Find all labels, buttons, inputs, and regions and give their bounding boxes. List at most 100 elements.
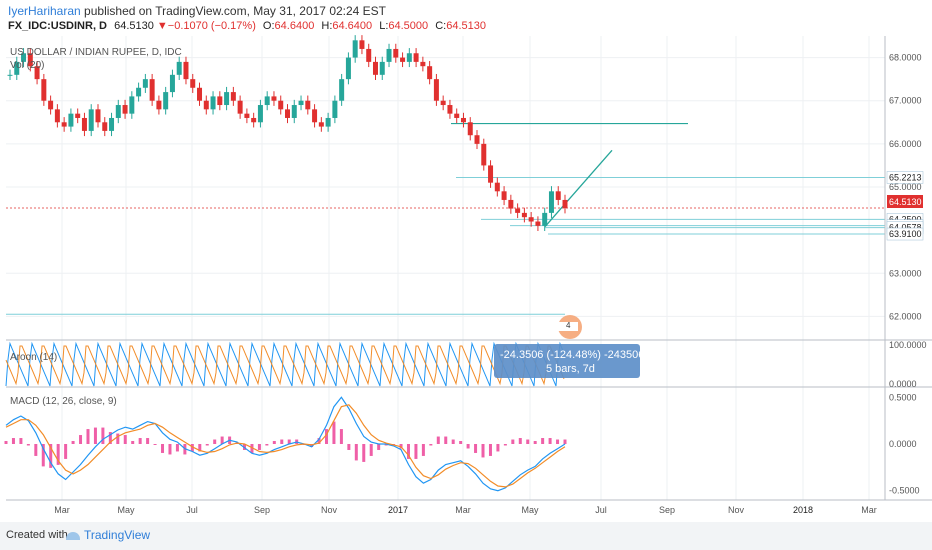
x-tick-label: 2018 bbox=[793, 505, 813, 515]
last-value: 64.5130 bbox=[114, 20, 154, 32]
candle-body bbox=[244, 113, 250, 118]
candle-body bbox=[61, 122, 67, 127]
candle-body bbox=[488, 165, 494, 183]
candle-body bbox=[7, 74, 13, 76]
candle-body bbox=[149, 79, 155, 101]
candle-body bbox=[420, 61, 426, 67]
candle-body bbox=[88, 109, 94, 131]
macd-tick-label: -0.5000 bbox=[889, 486, 920, 496]
candles bbox=[7, 35, 568, 232]
macd-histogram-bar bbox=[146, 438, 150, 444]
candle-body bbox=[345, 57, 351, 80]
brand-label: TradingView bbox=[84, 528, 151, 542]
macd-histogram-bar bbox=[317, 438, 321, 444]
candle-body bbox=[183, 61, 189, 80]
macd-histogram-bar bbox=[451, 439, 455, 444]
macd-histogram-bar bbox=[511, 439, 515, 444]
macd-histogram-bar bbox=[563, 439, 567, 444]
tooltip-line-1: -24.3506 (-124.48%) -243506 bbox=[500, 349, 644, 361]
aroon-down-line bbox=[5, 341, 565, 387]
change-value: ▼−0.1070 (−0.17%) bbox=[156, 20, 256, 32]
macd-histogram-bar bbox=[220, 436, 224, 444]
candle-body bbox=[494, 182, 500, 192]
macd-histogram-bar bbox=[71, 441, 75, 444]
candle-body bbox=[41, 79, 47, 101]
chart-title: US DOLLAR / INDIAN RUPEE, D, IDC bbox=[10, 47, 182, 58]
macd-histogram-bar bbox=[123, 435, 127, 444]
x-tick-label: May bbox=[521, 505, 539, 515]
low-label: L: bbox=[379, 20, 389, 32]
candle-body bbox=[129, 96, 135, 114]
candle-body bbox=[555, 191, 561, 200]
candle-body bbox=[542, 212, 548, 226]
candle-body bbox=[48, 100, 54, 110]
candle-body bbox=[115, 105, 121, 118]
tradingview-link[interactable]: TradingView bbox=[66, 528, 150, 542]
symbol-name[interactable]: FX_IDC:USDINR, D bbox=[8, 20, 108, 32]
annotation-flag[interactable]: 4 bbox=[558, 315, 582, 339]
candle-body bbox=[75, 113, 81, 118]
candle-body bbox=[54, 109, 60, 123]
y-tick-label: 67.0000 bbox=[889, 96, 922, 106]
candle-body bbox=[156, 100, 162, 110]
candle-body bbox=[400, 57, 406, 62]
level-badge bbox=[886, 227, 924, 241]
macd-histogram-bar bbox=[436, 436, 440, 444]
macd-histogram-bar bbox=[406, 444, 410, 459]
macd-histogram-bar bbox=[64, 444, 68, 459]
x-tick-label: Nov bbox=[728, 505, 745, 515]
candle-body bbox=[95, 109, 101, 123]
candle-body bbox=[176, 61, 182, 75]
macd-histogram-bar bbox=[414, 444, 418, 459]
macd-histogram-bar bbox=[518, 438, 522, 444]
candle-body bbox=[393, 48, 399, 58]
macd-histogram-bar bbox=[488, 444, 492, 456]
candle-body bbox=[27, 53, 33, 67]
signal-line bbox=[5, 404, 566, 488]
level-label: 65.2213 bbox=[889, 172, 922, 182]
level-label: 63.9100 bbox=[889, 229, 922, 239]
macd-histogram-bar bbox=[280, 439, 284, 444]
candle-body bbox=[291, 105, 297, 118]
macd-histogram-bar bbox=[190, 444, 194, 452]
macd-histogram-bar bbox=[56, 444, 60, 465]
candle-body bbox=[372, 61, 378, 75]
annotation-count: 4 bbox=[566, 321, 571, 330]
author-link[interactable]: IyerHariharan bbox=[8, 4, 81, 18]
macd-histogram-bar bbox=[34, 444, 38, 456]
candle-body bbox=[217, 96, 223, 106]
macd-histogram-bar bbox=[347, 444, 351, 450]
aroon-tick-label: 0.0000 bbox=[889, 379, 917, 389]
candle-body bbox=[251, 117, 257, 123]
candle-body bbox=[21, 53, 27, 62]
candle-body bbox=[122, 105, 128, 114]
macd-label: MACD (12, 26, close, 9) bbox=[10, 396, 117, 407]
macd-histogram-bar bbox=[205, 444, 209, 446]
x-tick-label: Mar bbox=[455, 505, 471, 515]
grid bbox=[6, 36, 885, 500]
macd-histogram-bar bbox=[198, 444, 202, 452]
macd-histogram-bar bbox=[474, 444, 478, 453]
macd-histogram-bar bbox=[265, 444, 269, 446]
macd-histogram-bar bbox=[49, 444, 53, 468]
macd-histogram-bar bbox=[86, 429, 90, 444]
macd-histogram-bar bbox=[354, 444, 358, 461]
candle-body bbox=[298, 100, 304, 106]
measure-tooltip[interactable]: -24.3506 (-124.48%) -243506 5 bars, 7d bbox=[494, 344, 644, 378]
macd-histogram-bar bbox=[526, 439, 530, 444]
candle-body bbox=[562, 199, 568, 209]
macd-histogram-bar bbox=[250, 444, 254, 453]
published-text: published on TradingView.com, May 31, 20… bbox=[84, 4, 387, 18]
candle-body bbox=[169, 74, 175, 93]
macd-line bbox=[5, 396, 566, 492]
axes: Mar May Jul Sep Nov 2017 Mar May Jul Sep Nov 2018 Ma… bbox=[6, 36, 932, 515]
macd-histogram-bar bbox=[116, 433, 120, 444]
candle-body bbox=[467, 122, 473, 136]
created-with-text: Created with bbox=[6, 529, 68, 541]
candle-body bbox=[379, 61, 385, 75]
last-price-badge: 64.5130 bbox=[887, 195, 923, 208]
macd-histogram-bar bbox=[496, 444, 500, 452]
trend-line bbox=[544, 149, 613, 228]
y-tick-label: 65.0000 bbox=[889, 182, 922, 192]
macd-histogram-bar bbox=[459, 441, 463, 444]
